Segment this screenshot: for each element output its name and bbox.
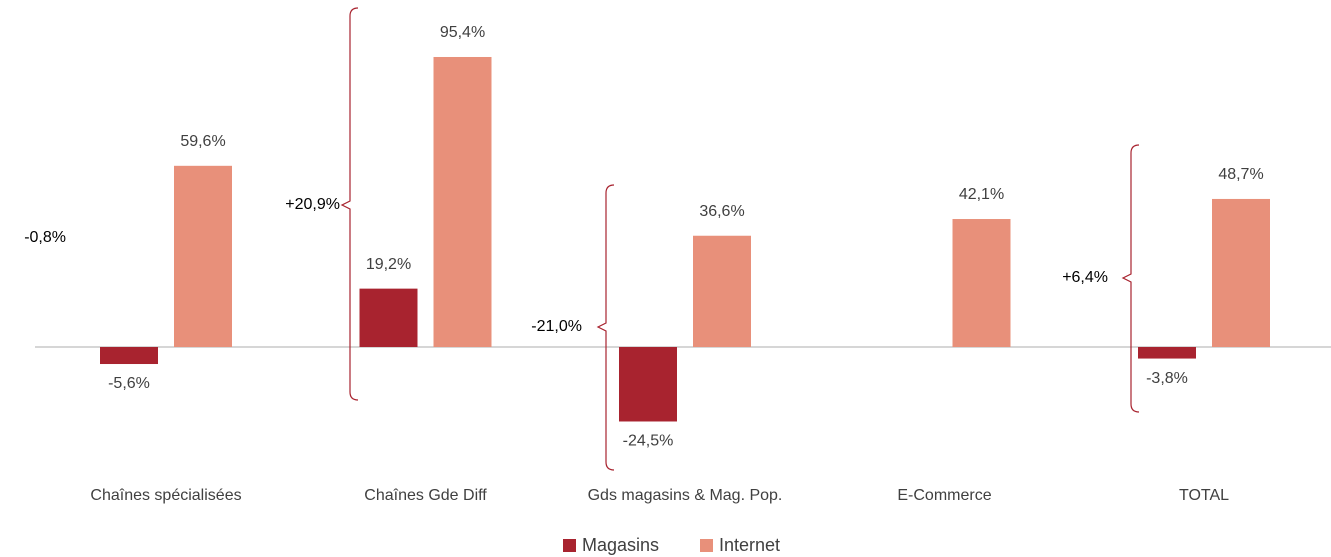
annotation: -0,8% bbox=[24, 229, 66, 246]
bar bbox=[1212, 198, 1270, 347]
bar bbox=[619, 347, 677, 422]
data-label: 48,7% bbox=[1218, 166, 1263, 183]
bar bbox=[433, 56, 492, 347]
bar bbox=[174, 165, 232, 347]
brace bbox=[340, 7, 359, 401]
brace bbox=[1121, 144, 1140, 413]
legend-swatch bbox=[563, 539, 576, 552]
bar bbox=[100, 347, 158, 365]
bar bbox=[952, 219, 1011, 347]
bar bbox=[359, 288, 418, 347]
data-label: -5,6% bbox=[108, 375, 150, 392]
annotation: -21,0% bbox=[531, 318, 582, 335]
data-label: 19,2% bbox=[366, 256, 411, 273]
legend-label: Magasins bbox=[582, 535, 659, 555]
bar bbox=[693, 235, 751, 347]
brace bbox=[596, 184, 615, 471]
data-label: 42,1% bbox=[959, 186, 1004, 203]
x-tick-label: TOTAL bbox=[1179, 487, 1229, 504]
legend-swatch bbox=[700, 539, 713, 552]
data-label: -24,5% bbox=[623, 433, 674, 450]
data-label: -3,8% bbox=[1146, 370, 1188, 387]
annotation: +20,9% bbox=[285, 196, 340, 213]
data-label: 59,6% bbox=[180, 133, 225, 150]
bar bbox=[1138, 347, 1196, 359]
x-tick-label: E-Commerce bbox=[897, 487, 991, 504]
legend-label: Internet bbox=[719, 535, 780, 555]
x-tick-label: Chaînes Gde Diff bbox=[364, 487, 487, 504]
annotation: +6,4% bbox=[1062, 269, 1108, 286]
x-tick-label: Chaînes spécialisées bbox=[90, 487, 241, 504]
data-label: 95,4% bbox=[440, 24, 485, 41]
data-label: 36,6% bbox=[699, 203, 744, 220]
x-tick-label: Gds magasins & Mag. Pop. bbox=[588, 487, 783, 504]
